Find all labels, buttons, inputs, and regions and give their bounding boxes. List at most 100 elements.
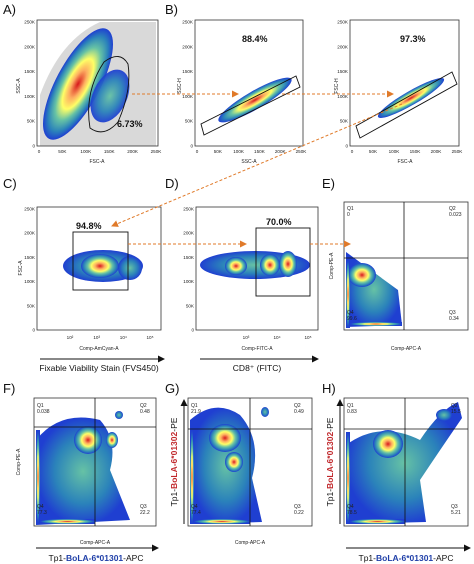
panel-g-population <box>209 424 241 452</box>
panel-h-q3: 5.21 <box>451 510 461 516</box>
x-tick-label: 250K <box>296 149 308 154</box>
y-tick-label: 50K <box>340 119 349 124</box>
panel-b-label: B) <box>165 2 178 17</box>
panel-b-gate <box>200 75 301 136</box>
x-tick-label: 200K <box>431 149 443 154</box>
panel-f-q2: 0.48 <box>140 409 150 415</box>
arrow-b2-to-c <box>111 103 403 227</box>
y-tick-label: 200K <box>337 44 349 49</box>
panel-g-q3: 0.22 <box>294 510 304 516</box>
panel-a: A) 6.73% SSC-A FSC-A 250K 200K 150K 100K 50K… <box>3 2 162 165</box>
panel-c-label: C) <box>3 176 17 191</box>
panel-f-population <box>74 426 102 454</box>
svg-text:Q4: Q4 <box>347 310 354 316</box>
panel-e-q3: 0.34 <box>449 316 459 322</box>
panel-a-gate-pct: 6.73% <box>117 119 143 129</box>
panel-h-label: H) <box>322 381 336 396</box>
x-tick-label: 0 <box>38 149 41 154</box>
svg-text:Q1: Q1 <box>347 206 354 212</box>
panel-a-xlabel: FSC-A <box>90 159 106 165</box>
x-tick-label: 100K <box>233 149 245 154</box>
x-tick-label: 150K <box>254 149 266 154</box>
y-tick-label: 200K <box>183 231 195 236</box>
svg-text:Q2: Q2 <box>451 403 458 409</box>
panel-e-population <box>348 263 376 287</box>
panel-b2-gate <box>355 71 458 139</box>
x-tick-label: 150K <box>104 149 116 154</box>
y-tick-label: 150K <box>182 69 194 74</box>
y-tick-label: 250K <box>24 20 36 25</box>
panel-c-xlabel: Comp-AmCyan-A <box>79 346 119 352</box>
panel-d-marker: CD8⁺ (FITC) <box>233 363 282 373</box>
panel-a-label: A) <box>3 2 16 17</box>
panel-d-gate-pct: 70.0% <box>266 217 292 227</box>
y-tick-label: 100K <box>337 94 349 99</box>
panel-h-marker: Tp1-BoLA-6*01301-APC <box>359 553 454 563</box>
x-tick-label: 250K <box>151 149 163 154</box>
panel-c-gate-pct: 94.8% <box>76 221 102 231</box>
y-tick-label: 150K <box>183 255 195 260</box>
y-tick-label: 100K <box>182 94 194 99</box>
svg-text:Q4: Q4 <box>191 504 198 510</box>
svg-text:Q4: Q4 <box>37 504 44 510</box>
y-tick-label: 250K <box>24 207 36 212</box>
y-tick-label: 0 <box>191 328 194 333</box>
panel-d: D) 70.0% Comp-FITC-A 250K 200K 150K 100K 50K… <box>165 176 319 373</box>
panel-d-gate <box>255 227 311 297</box>
panel-a-ylabel: SSC-A <box>16 78 22 94</box>
x-tick-label: 100K <box>389 149 401 154</box>
panel-g-xlabel: Comp-APC-A <box>235 540 266 546</box>
panel-c-ylabel: FSC-A <box>18 260 24 276</box>
panel-f-label: F) <box>3 381 15 396</box>
panel-f-ylabel: Comp-PE-A <box>16 448 22 475</box>
panel-g-ymarker: Tp1-BoLA-6*01302-PE <box>169 417 179 506</box>
panel-b2-xlabel: FSC-A <box>398 159 414 165</box>
y-tick-label: 0 <box>32 144 35 149</box>
svg-text:Q4: Q4 <box>347 504 354 510</box>
x-tick-label: 10⁵ <box>146 335 153 340</box>
y-tick-label: 50K <box>27 119 36 124</box>
panel-c-marker: Fixable Viability Stain (FVS450) <box>39 363 159 373</box>
panel-f-q3: 22.2 <box>140 510 150 516</box>
svg-text:Q2: Q2 <box>449 206 456 212</box>
panel-h-q4: 78.5 <box>347 510 357 516</box>
y-tick-label: 150K <box>24 69 36 74</box>
panel-f: F) Q1 0.038 Q2 0.48 Q3 22.2 Q4 77.3 Comp… <box>3 381 159 563</box>
panel-e-q4: 99.6 <box>347 316 357 322</box>
panel-b-population <box>218 77 292 123</box>
panel-h-ymarker: Tp1-BoLA-6*01302-PE <box>325 417 335 506</box>
panel-e-q2: 0.023 <box>449 212 462 218</box>
panel-g-q1: 21.9 <box>191 409 201 415</box>
panel-h: H) Q1 0.83 Q2 15.5 Q3 5.21 Q4 78.5 Tp1-B… <box>322 381 471 563</box>
panel-b: B) 88.4% SSC-H SSC-A 250K 200K 150K 100K 50K… <box>165 2 307 165</box>
panel-e-xlabel: Comp-APC-A <box>391 346 422 352</box>
panel-e-ylabel: Comp-PE-A <box>329 252 335 279</box>
y-tick-label: 100K <box>183 279 195 284</box>
svg-text:Q2: Q2 <box>140 403 147 409</box>
x-tick-label: 50K <box>369 149 378 154</box>
y-tick-label: 150K <box>337 69 349 74</box>
panel-b2-gate-pct: 97.3% <box>400 34 426 44</box>
x-tick-label: 50K <box>58 149 67 154</box>
panel-c: C) 94.8% FSC-A Comp-AmCyan-A 250K 200K 150… <box>3 176 165 373</box>
y-tick-label: 150K <box>24 255 36 260</box>
x-tick-label: 100K <box>80 149 92 154</box>
x-tick-label: 10³ <box>243 335 250 340</box>
panel-c-population <box>81 254 119 278</box>
panel-g-label: G) <box>165 381 179 396</box>
panel-f-marker: Tp1-BoLA-6*01301-APC <box>49 553 144 563</box>
svg-text:Q1: Q1 <box>191 403 198 409</box>
y-tick-label: 250K <box>182 20 194 25</box>
x-tick-label: 250K <box>452 149 464 154</box>
y-tick-label: 0 <box>190 144 193 149</box>
x-tick-label: 10³ <box>93 335 100 340</box>
panel-b2: 97.3% FSC-H FSC-A 250K 200K 150K 100K 50K 0 0… <box>334 20 463 166</box>
svg-text:Q3: Q3 <box>294 504 301 510</box>
y-tick-label: 250K <box>183 207 195 212</box>
y-tick-label: 0 <box>345 144 348 149</box>
gating-arrows <box>111 90 403 248</box>
panel-d-label: D) <box>165 176 179 191</box>
panel-e-q1: 0 <box>347 212 350 218</box>
panel-e: E) Q1 0 Q2 0.023 Q3 0.34 Q4 99.6 Comp-PE… <box>322 176 469 352</box>
